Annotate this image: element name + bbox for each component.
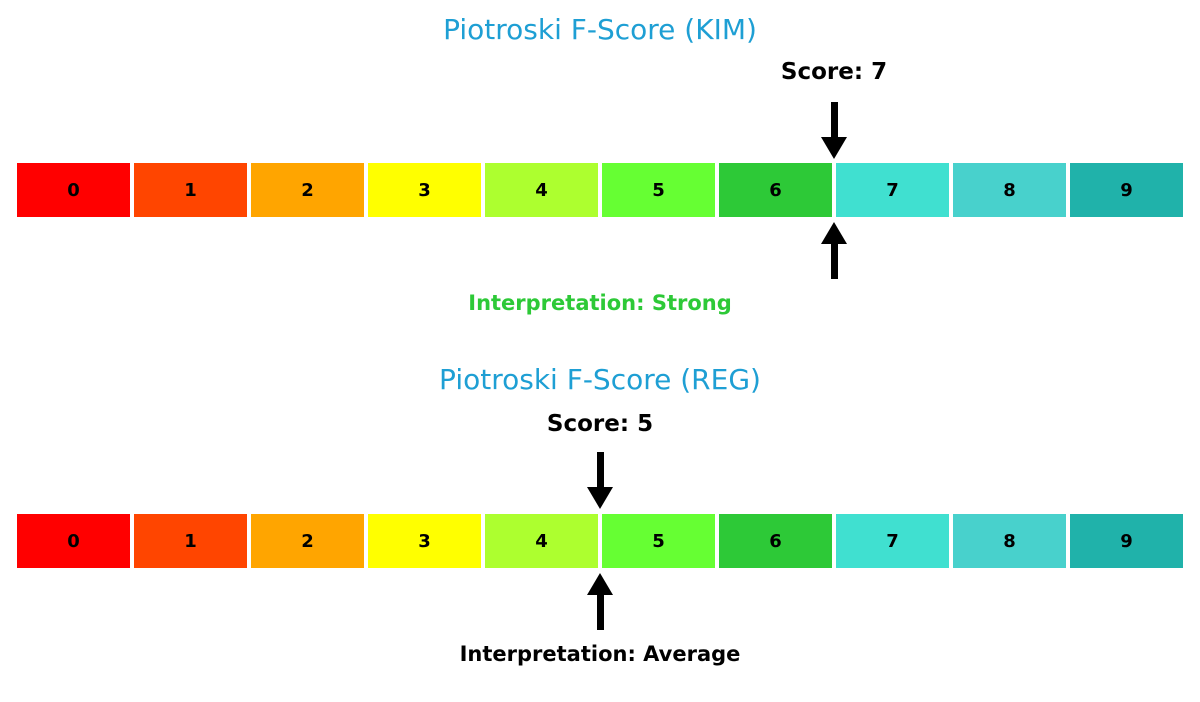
scale-segment-8: 8 [951,161,1068,219]
scale-segment-4: 4 [483,161,600,219]
down-arrow-icon [587,487,613,509]
up-arrow-shaft [596,595,604,630]
down-arrow-marker [821,102,847,159]
gauge-title: Piotroski F-Score (KIM) [443,13,757,46]
scale-segment-7: 7 [834,161,951,219]
scale-segment-1: 1 [132,512,249,570]
up-arrow-marker [587,573,613,630]
down-arrow-shaft [830,102,838,137]
gauge-title: Piotroski F-Score (REG) [439,363,761,396]
score-value-label: Score: 7 [780,59,888,85]
scale-segment-9: 9 [1068,512,1185,570]
scale-segment-3: 3 [366,161,483,219]
interpretation-label: Interpretation: Strong [468,291,732,315]
scale-segment-6: 6 [717,161,834,219]
up-arrow-icon [821,222,847,244]
scale-segment-9: 9 [1068,161,1185,219]
up-arrow-icon [587,573,613,595]
down-arrow-shaft [596,452,604,487]
scale-segment-0: 0 [15,161,132,219]
scale-segment-6: 6 [717,512,834,570]
down-arrow-marker [587,452,613,509]
scale-segment-5: 5 [600,512,717,570]
scale-segment-4: 4 [483,512,600,570]
scale-segment-2: 2 [249,161,366,219]
scale-segment-0: 0 [15,512,132,570]
scale-segment-7: 7 [834,512,951,570]
up-arrow-marker [821,222,847,279]
scale-segment-1: 1 [132,161,249,219]
scale-segment-5: 5 [600,161,717,219]
up-arrow-shaft [830,244,838,279]
interpretation-label: Interpretation: Average [459,642,741,666]
down-arrow-icon [821,137,847,159]
scale-segment-8: 8 [951,512,1068,570]
scale-segment-2: 2 [249,512,366,570]
scale-segment-3: 3 [366,512,483,570]
score-value-label: Score: 5 [546,411,654,437]
